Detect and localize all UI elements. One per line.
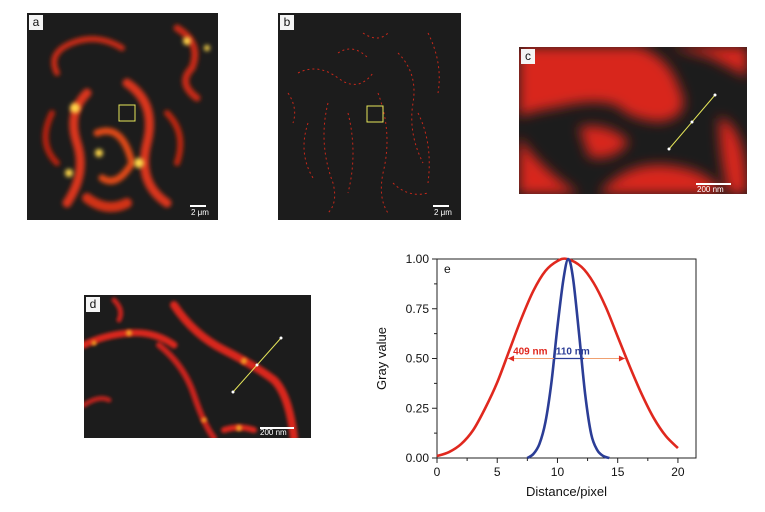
y-tick-label-0: 0.00 — [406, 451, 430, 465]
y-tick-label-1: 0.25 — [406, 401, 430, 415]
panel-b-label: b — [280, 15, 294, 30]
panel-a-scale-label: 2 μm — [191, 208, 209, 217]
y-tick-label-3: 0.75 — [406, 302, 430, 316]
panel-b-scale-label: 2 μm — [434, 208, 452, 217]
panel-b: b 2 μm — [278, 13, 461, 220]
y-axis-label: Gray value — [374, 327, 389, 390]
panel-d-label: d — [86, 297, 100, 312]
series-line-0 — [436, 257, 679, 458]
panel-e-label: e — [444, 262, 451, 276]
panel-c-scale-label: 200 nm — [697, 185, 724, 194]
fwhm-red-arrow-right — [618, 355, 625, 362]
x-axis-label: Distance/pixel — [526, 484, 607, 499]
panel-a-label: a — [29, 15, 43, 30]
fwhm-blue-label: 110 nm — [556, 347, 590, 358]
x-tick-label-2: 10 — [551, 465, 565, 479]
panel-c-image — [519, 47, 747, 194]
y-tick-label-2: 0.50 — [406, 352, 430, 366]
annotations: 409 nm 110 nm — [508, 347, 625, 362]
fwhm-red-label: 409 nm — [513, 347, 548, 358]
panel-d: d 200 nm — [84, 295, 311, 438]
panel-b-image — [287, 32, 449, 214]
fwhm-red-arrow-left — [508, 355, 515, 362]
x-tick-label-0: 0 — [434, 465, 441, 479]
panel-c: c 200 nm — [519, 47, 747, 194]
panel-a: a 2 μm — [27, 13, 218, 220]
x-tick-label-1: 5 — [494, 465, 501, 479]
series-line-1 — [526, 257, 610, 460]
x-tick-label-4: 20 — [671, 465, 685, 479]
series-group — [436, 257, 679, 460]
y-tick-label-4: 1.00 — [406, 252, 430, 266]
axis-ticks: 0 5 10 15 20 0.00 0.25 0.50 0.75 1.00 — [406, 252, 685, 479]
panel-d-image — [84, 297, 298, 438]
gray-value-chart: 0 5 10 15 20 0.00 0.25 0.50 0.75 1.00 409 nm 110 n… — [374, 252, 697, 499]
panel-a-image — [42, 24, 210, 212]
panel-c-label: c — [521, 49, 535, 64]
panel-d-scale-label: 200 nm — [260, 428, 287, 437]
x-tick-label-3: 15 — [611, 465, 625, 479]
